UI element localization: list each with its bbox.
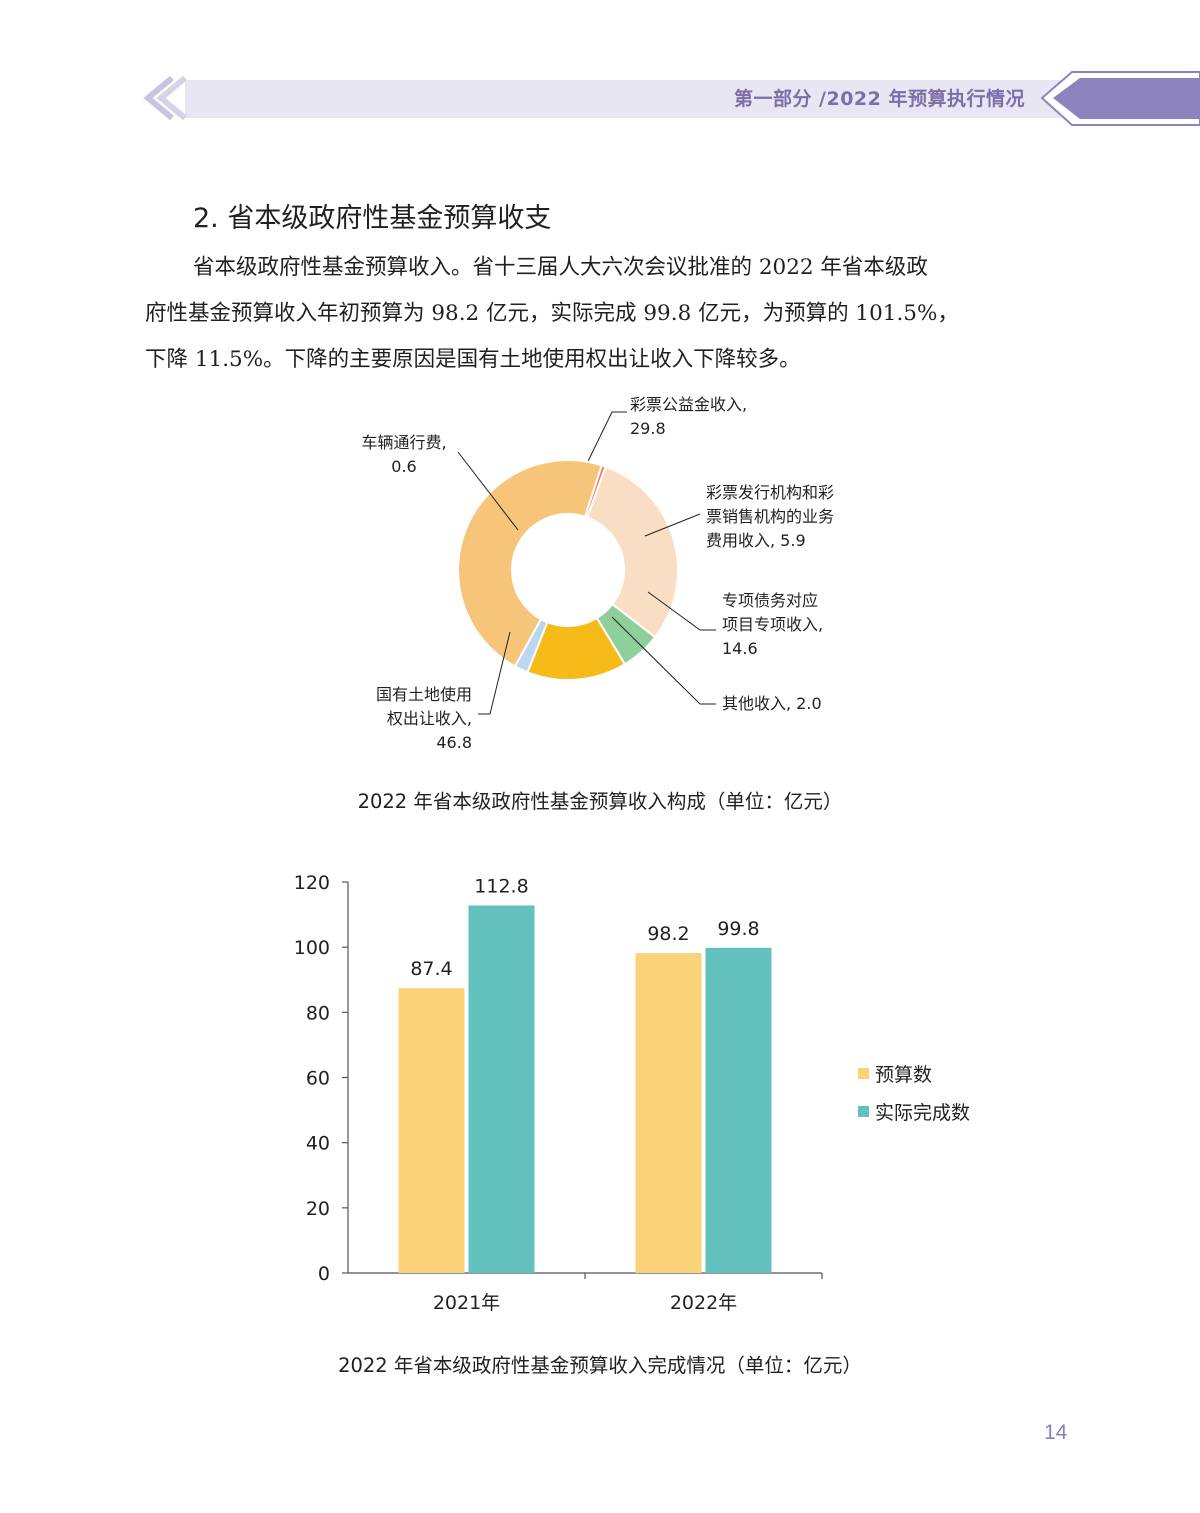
donut-label-line: 票销售机构的业务 [706,507,834,526]
y-tick-label: 20 [306,1198,330,1220]
donut-label-line: 0.6 [391,457,416,476]
donut-label: 其他收入, 2.0 [722,694,822,713]
donut-leader-line [457,451,519,531]
donut-label-line: 29.8 [630,419,666,438]
donut-slice [585,465,679,639]
bar [468,905,535,1273]
bar [398,988,465,1273]
donut-label-line: 权出让收入, [387,709,472,728]
donut-leader-line [478,631,511,715]
header-tab [1053,78,1200,119]
donut-leader-line [574,411,627,489]
paragraph-line: 省本级政府性基金预算收入。省十三届人大六次会议批准的 2022 年省本级政 [193,255,928,280]
donut-label: 国有土地使用权出让收入, 46.8 [376,685,472,752]
page-number: 14 [1044,1421,1068,1444]
bar-data-label: 98.2 [647,923,689,945]
bar-chart-caption: 2022 年省本级政府性基金预算收入完成情况（单位：亿元） [338,1354,862,1377]
donut-label-line: 46.8 [436,733,472,752]
y-tick-label: 80 [306,1002,330,1024]
donut-label-line: 14.6 [722,639,758,658]
header-chevron-icon [143,75,174,121]
donut-label: 彩票公益金收入, 29.8 [630,395,747,438]
donut-label-line: 彩票发行机构和彩 [706,483,834,502]
x-category-label: 2022年 [670,1292,737,1314]
donut-label-line: 费用收入, 5.9 [706,531,806,550]
donut-leader-line [647,591,716,631]
donut-label: 彩票发行机构和彩票销售机构的业务费用收入, 5.9 [706,483,834,550]
body-paragraph: 省本级政府性基金预算收入。省十三届人大六次会议批准的 2022 年省本级政 府性… [145,245,1065,383]
y-tick-label: 40 [306,1133,330,1155]
y-tick-label: 0 [318,1263,330,1285]
legend-label: 实际完成数 [875,1102,970,1124]
donut-slice [457,458,603,668]
donut-label: 车辆通行费, 0.6 [361,433,446,476]
paragraph-line: 府性基金预算收入年初预算为 98.2 亿元，实际完成 99.8 亿元，为预算的 … [145,301,959,326]
x-category-label: 2021年 [433,1292,500,1314]
y-tick-label: 100 [294,937,330,959]
legend-swatch [858,1068,869,1079]
bar-data-label: 112.8 [474,875,528,897]
donut-leader-line [644,513,701,537]
legend-label: 预算数 [875,1064,932,1086]
donut-label-line: 国有土地使用 [376,685,472,704]
header-chevron-icon [156,75,187,121]
donut-label-line: 其他收入, 2.0 [722,694,822,713]
section-heading: 2. 省本级政府性基金预算收支 [193,203,552,234]
donut-slice [526,616,627,681]
paragraph-line: 下降 11.5%。下降的主要原因是国有土地使用权出让收入下降较多。 [145,347,801,372]
y-tick-label: 60 [306,1068,330,1090]
donut-label-line: 专项债务对应 [722,591,818,610]
bar [635,953,702,1273]
header-band [143,71,1200,126]
legend-swatch [858,1106,869,1117]
donut-label-line: 彩票公益金收入, [630,395,747,414]
donut-label-line: 车辆通行费, [361,433,446,452]
bar-data-label: 99.8 [717,918,759,940]
bar-data-label: 87.4 [410,958,452,980]
header-band-bar [185,80,1085,118]
donut-chart-caption: 2022 年省本级政府性基金预算收入构成（单位：亿元） [357,790,843,813]
donut-slice [595,602,657,666]
header-title: 第一部分 /2022 年预算执行情况 [733,88,1025,110]
donut-slice [583,464,607,519]
donut-leader-line [611,616,716,705]
donut-label: 专项债务对应项目专项收入, 14.6 [722,591,823,658]
donut-slice [513,617,549,674]
y-tick-label: 120 [294,872,330,894]
bar [705,947,772,1273]
donut-label-line: 项目专项收入, [722,615,823,634]
